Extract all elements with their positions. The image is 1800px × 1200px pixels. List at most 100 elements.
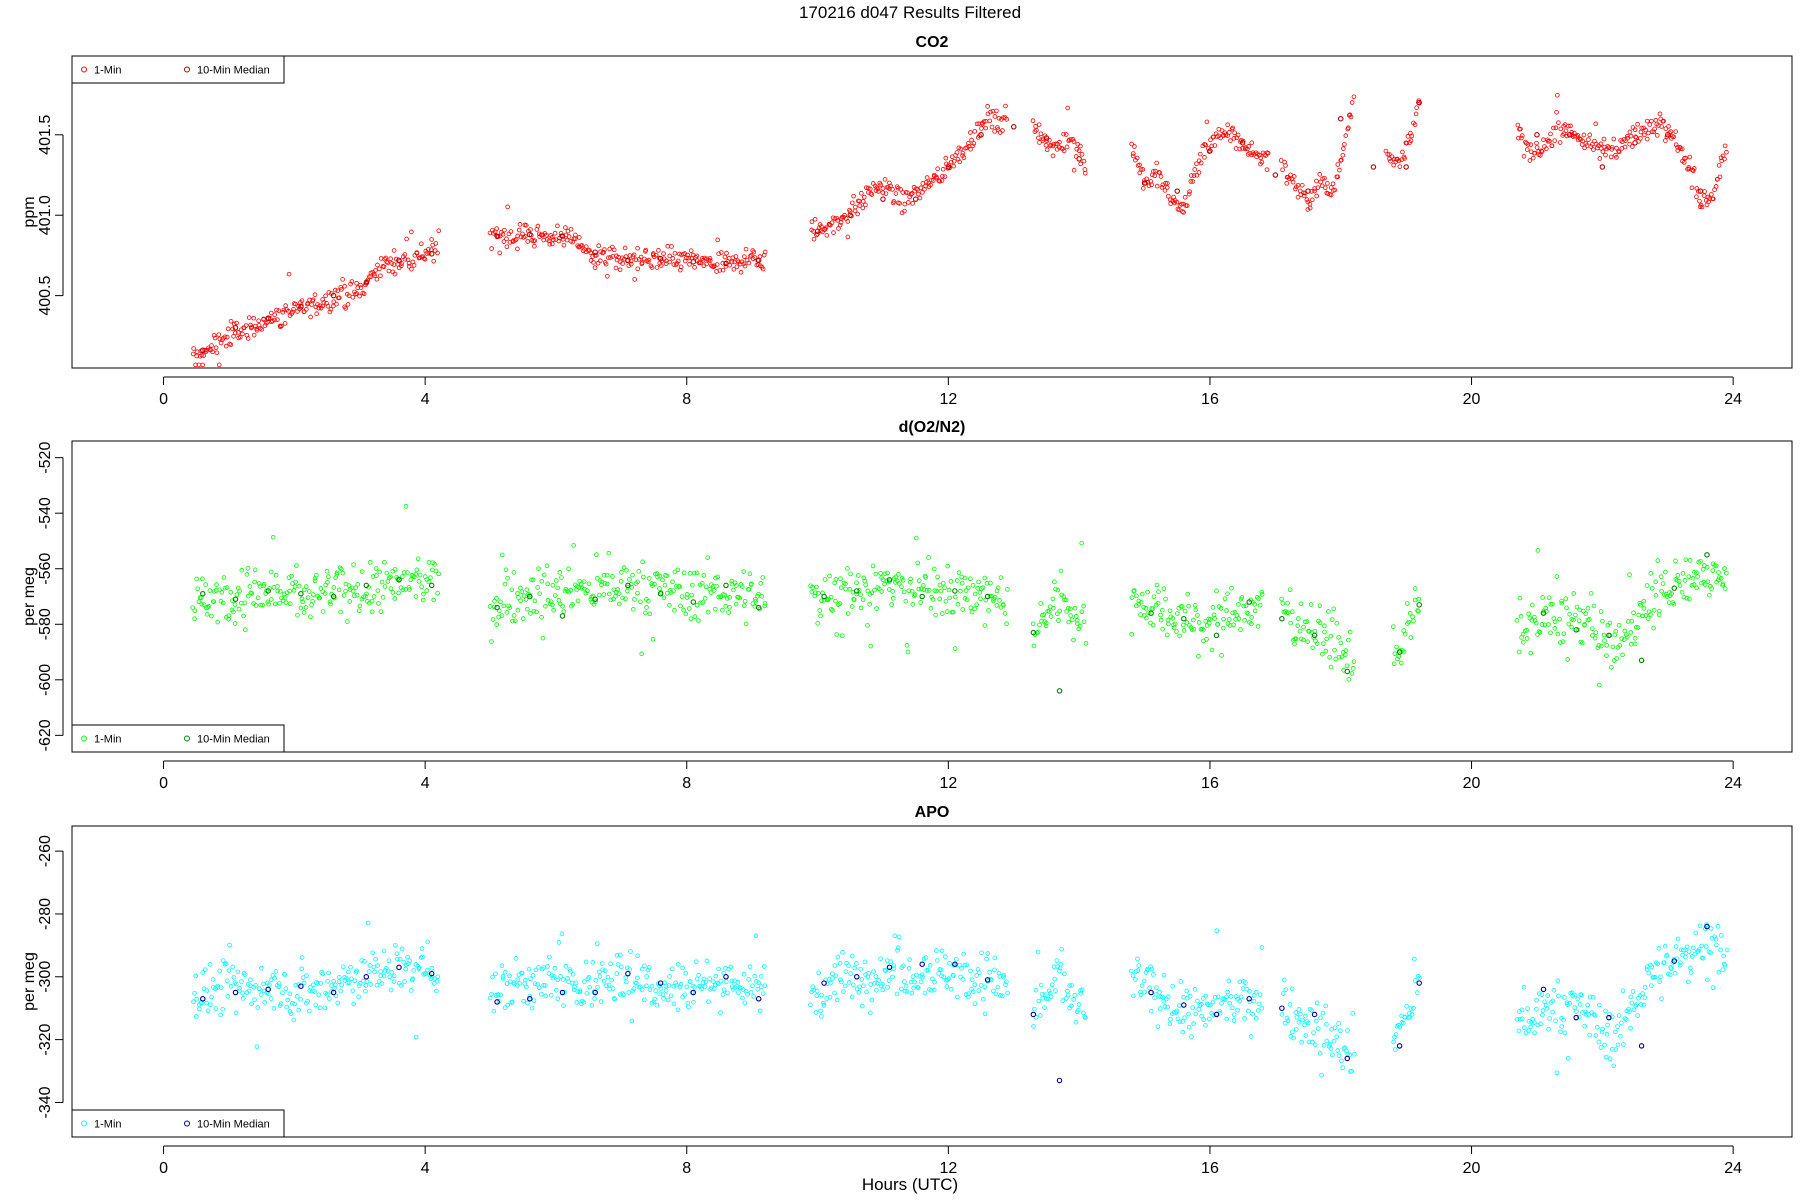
data-point-1-min <box>605 273 610 279</box>
data-point-1-min <box>1609 144 1615 150</box>
data-point-1-min <box>433 241 439 246</box>
data-point-1-min <box>1524 147 1530 152</box>
data-point-1-min <box>398 983 404 988</box>
data-point-1-min <box>1394 644 1399 650</box>
legend-marker-10-min-median <box>184 735 190 742</box>
data-point-1-min <box>724 979 729 984</box>
data-point-1-min <box>869 192 875 197</box>
data-point-1-min <box>1189 1034 1194 1039</box>
data-point-1-min <box>1524 636 1530 641</box>
data-point-1-min <box>1663 126 1669 131</box>
data-point-1-min <box>1249 615 1255 620</box>
data-point-10-min-median <box>1704 923 1710 930</box>
data-point-1-min <box>845 219 851 224</box>
data-point-1-min <box>1346 677 1352 682</box>
data-point-1-min <box>1704 564 1710 570</box>
data-point-1-min <box>523 597 529 602</box>
data-point-1-min <box>1590 994 1596 1000</box>
data-point-1-min <box>1238 994 1244 1000</box>
data-point-1-min <box>1322 175 1327 181</box>
data-point-10-min-median <box>330 593 337 600</box>
data-point-1-min <box>231 975 237 980</box>
data-point-1-min <box>435 974 441 980</box>
data-point-1-min <box>908 192 914 197</box>
data-point-1-min <box>561 242 567 248</box>
data-point-1-min <box>1534 145 1540 150</box>
data-point-10-min-median <box>1181 615 1187 622</box>
data-point-1-min <box>843 983 848 989</box>
data-point-1-min <box>367 969 372 974</box>
data-point-1-min <box>557 601 563 607</box>
data-point-1-min <box>1296 1020 1302 1025</box>
data-point-1-min <box>1678 960 1683 966</box>
data-point-1-min <box>334 570 340 576</box>
data-point-10-min-median <box>1704 552 1710 558</box>
data-point-1-min <box>492 604 497 610</box>
data-point-1-min <box>713 575 718 581</box>
data-point-1-min <box>1056 618 1061 623</box>
data-point-1-min <box>1687 154 1693 160</box>
data-point-1-min <box>1545 993 1551 998</box>
data-point-1-min <box>878 571 883 576</box>
data-point-1-min <box>902 988 908 994</box>
data-point-1-min <box>1067 983 1073 988</box>
data-point-1-min <box>1203 1022 1208 1028</box>
data-point-1-min <box>899 986 904 992</box>
y-tick-label: -580 <box>37 608 54 640</box>
data-point-1-min <box>920 190 925 195</box>
data-point-1-min <box>722 592 728 598</box>
data-point-1-min <box>192 608 198 614</box>
data-point-10-min-median <box>625 257 631 263</box>
data-point-1-min <box>843 969 849 974</box>
data-point-1-min <box>216 332 222 337</box>
data-point-1-min <box>1162 188 1168 193</box>
data-point-1-min <box>873 974 879 979</box>
data-point-1-min <box>984 956 989 962</box>
data-point-1-min <box>602 968 608 974</box>
data-point-1-min <box>1617 643 1623 648</box>
data-point-1-min <box>213 345 219 351</box>
data-point-1-min <box>363 594 368 599</box>
data-point-1-min <box>1232 609 1238 615</box>
data-point-1-min <box>357 983 362 988</box>
data-point-1-min <box>272 312 278 317</box>
data-point-1-min <box>1179 604 1185 609</box>
data-point-1-min <box>1146 610 1151 615</box>
data-point-1-min <box>959 965 964 971</box>
data-point-1-min <box>230 326 235 332</box>
data-point-1-min <box>1631 610 1636 615</box>
data-point-10-min-median <box>1344 1055 1351 1062</box>
data-point-1-min <box>1139 591 1145 597</box>
data-point-1-min <box>1174 629 1179 634</box>
data-point-1-min <box>867 186 873 192</box>
data-point-1-min <box>1656 612 1662 618</box>
data-point-1-min <box>828 594 834 600</box>
data-point-1-min <box>1561 631 1567 637</box>
data-point-1-min <box>1233 146 1239 151</box>
data-point-1-min <box>1182 1015 1187 1021</box>
data-point-1-min <box>1259 945 1265 950</box>
data-point-1-min <box>611 247 617 253</box>
data-point-1-min <box>1069 983 1075 988</box>
data-point-1-min <box>392 596 398 601</box>
data-point-1-min <box>1563 128 1569 134</box>
x-axis-label: Hours (UTC) <box>862 1175 958 1194</box>
data-point-1-min <box>760 991 766 996</box>
data-point-1-min <box>435 590 440 596</box>
data-point-1-min <box>1699 204 1705 210</box>
data-point-1-min <box>548 992 554 998</box>
data-point-1-min <box>586 581 592 587</box>
data-point-1-min <box>1336 1021 1341 1026</box>
data-point-1-min <box>214 350 220 356</box>
data-point-1-min <box>1002 611 1008 616</box>
data-point-1-min <box>312 989 317 994</box>
data-point-1-min <box>326 290 332 295</box>
data-point-1-min <box>1538 1021 1543 1027</box>
data-point-1-min <box>1566 621 1572 627</box>
data-point-1-min <box>1689 583 1695 588</box>
data-point-1-min <box>1629 1000 1635 1006</box>
data-point-1-min <box>968 968 973 974</box>
data-point-1-min <box>762 601 768 606</box>
data-point-1-min <box>377 266 382 272</box>
data-point-1-min <box>1580 138 1585 144</box>
